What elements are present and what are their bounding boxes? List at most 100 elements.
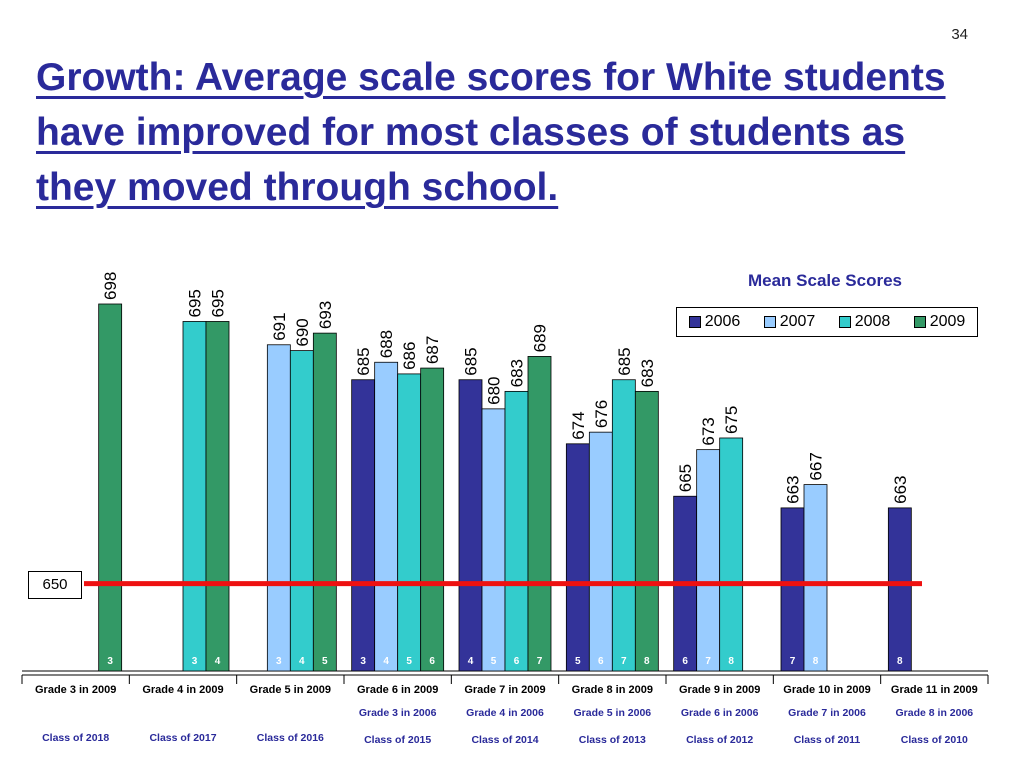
bar-2008 [182, 321, 207, 672]
class-label: Class of 2016 [256, 732, 324, 744]
bar-grade-label: 3 [360, 656, 366, 667]
bar-value-label: 683 [508, 359, 527, 387]
bar-value-label: 698 [101, 272, 120, 300]
bar-value-label: 687 [423, 336, 442, 364]
category-label: Grade 4 in 2009 [142, 684, 224, 696]
class-label: Class of 2013 [578, 734, 646, 746]
bar-grade-label: 4 [383, 656, 389, 667]
bar-value-label: 665 [676, 464, 695, 492]
bar-value-label: 691 [270, 312, 289, 340]
bar-grade-label: 7 [790, 656, 796, 667]
bar-grade-label: 4 [299, 656, 305, 667]
bar-value-label: 673 [699, 417, 718, 445]
bar-grade-label: 5 [491, 656, 497, 667]
bar-value-label: 683 [638, 359, 657, 387]
bar-2007 [588, 431, 613, 672]
class-label: Class of 2015 [364, 734, 432, 746]
legend-swatch [763, 316, 776, 328]
legend-label: 2009 [929, 313, 966, 330]
bar-2009 [205, 321, 230, 672]
bar-2006 [887, 507, 912, 672]
legend-item-2007: 2007 [763, 313, 816, 331]
bar-2009 [527, 356, 552, 672]
bar-value-label: 674 [569, 411, 588, 439]
bar-value-label: 667 [807, 452, 826, 480]
bar-grade-label: 8 [728, 656, 734, 667]
chart-legend: 2006 2007 2008 2009 [676, 307, 978, 337]
bar-grade-label: 8 [813, 656, 819, 667]
category-sub-label: Grade 3 in 2006 [358, 707, 437, 719]
bar-grade-label: 8 [897, 656, 903, 667]
category-label: Grade 7 in 2009 [464, 684, 546, 696]
bar-value-label: 685 [615, 347, 634, 375]
bar-value-label: 689 [531, 324, 550, 352]
bar-2006 [565, 443, 590, 672]
legend-item-2006: 2006 [688, 313, 741, 331]
bar-grade-label: 3 [192, 656, 198, 667]
bar-value-label: 688 [377, 330, 396, 358]
bar-grade-label: 5 [406, 656, 412, 667]
bar-grade-label: 7 [621, 656, 627, 667]
slide-number: 34 [951, 26, 968, 43]
bar-2007 [481, 408, 506, 672]
category-sub-label: Grade 6 in 2006 [680, 707, 759, 719]
bar-2008 [719, 437, 744, 672]
bar-grade-label: 8 [644, 656, 650, 667]
bar-value-label: 675 [722, 406, 741, 434]
bar-grade-label: 6 [682, 656, 688, 667]
bar-2008 [397, 373, 422, 672]
category-label: Grade 8 in 2009 [571, 684, 653, 696]
bar-2008 [504, 390, 529, 672]
slide-title: Growth: Average scale scores for White s… [36, 56, 946, 209]
category-label: Grade 6 in 2009 [356, 684, 439, 696]
class-label: Class of 2017 [149, 732, 217, 744]
bar-2009 [634, 390, 659, 672]
bar-grade-label: 3 [276, 656, 282, 667]
bar-grade-label: 6 [598, 656, 604, 667]
legend-item-2008: 2008 [838, 313, 891, 331]
class-label: Class of 2018 [42, 732, 110, 744]
bar-value-label: 693 [316, 301, 335, 329]
bar-2009 [420, 367, 445, 672]
bar-2008 [611, 379, 636, 672]
bar-value-label: 686 [400, 342, 419, 370]
category-sub-label: Grade 7 in 2006 [788, 707, 866, 719]
category-label: Grade 10 in 2009 [783, 684, 871, 696]
category-label: Grade 9 in 2009 [678, 684, 761, 696]
bar-value-label: 680 [485, 376, 504, 404]
bar-2007 [696, 449, 721, 672]
bar-value-label: 663 [891, 476, 910, 504]
reference-line-label: 650 [28, 570, 82, 599]
category-sub-label: Grade 4 in 2006 [466, 707, 544, 719]
legend-swatch [913, 316, 926, 328]
category-label: Grade 3 in 2009 [34, 684, 117, 696]
bar-value-label: 663 [784, 476, 803, 504]
category-sub-label: Grade 5 in 2006 [573, 707, 652, 719]
legend-label: 2008 [854, 313, 891, 330]
bar-2006 [780, 507, 805, 672]
bar-grade-label: 7 [705, 656, 711, 667]
bar-value-label: 690 [293, 318, 312, 346]
bar-grade-label: 6 [514, 656, 520, 667]
bar-2008 [289, 350, 314, 672]
bar-grade-label: 4 [468, 656, 474, 667]
bar-grade-label: 5 [322, 656, 328, 667]
bar-grade-label: 7 [537, 656, 543, 667]
bar-grade-label: 3 [107, 656, 113, 667]
legend-item-2009: 2009 [913, 313, 966, 331]
bar-value-label: 676 [592, 400, 611, 428]
legend-label: 2007 [779, 313, 816, 330]
class-label: Class of 2014 [471, 734, 539, 746]
bar-2006 [458, 379, 483, 672]
bar-2006 [351, 379, 376, 672]
legend-swatch [688, 316, 701, 328]
legend-label: 2006 [704, 313, 741, 330]
bar-2007 [266, 344, 291, 672]
bar-value-label: 685 [354, 347, 373, 375]
class-label: Class of 2010 [900, 734, 968, 746]
bar-2007 [374, 361, 399, 672]
bar-grade-label: 6 [429, 656, 435, 667]
bar-value-label: 695 [209, 289, 228, 317]
category-label: Grade 5 in 2009 [249, 684, 331, 696]
chart-title: Mean Scale Scores [747, 271, 903, 290]
